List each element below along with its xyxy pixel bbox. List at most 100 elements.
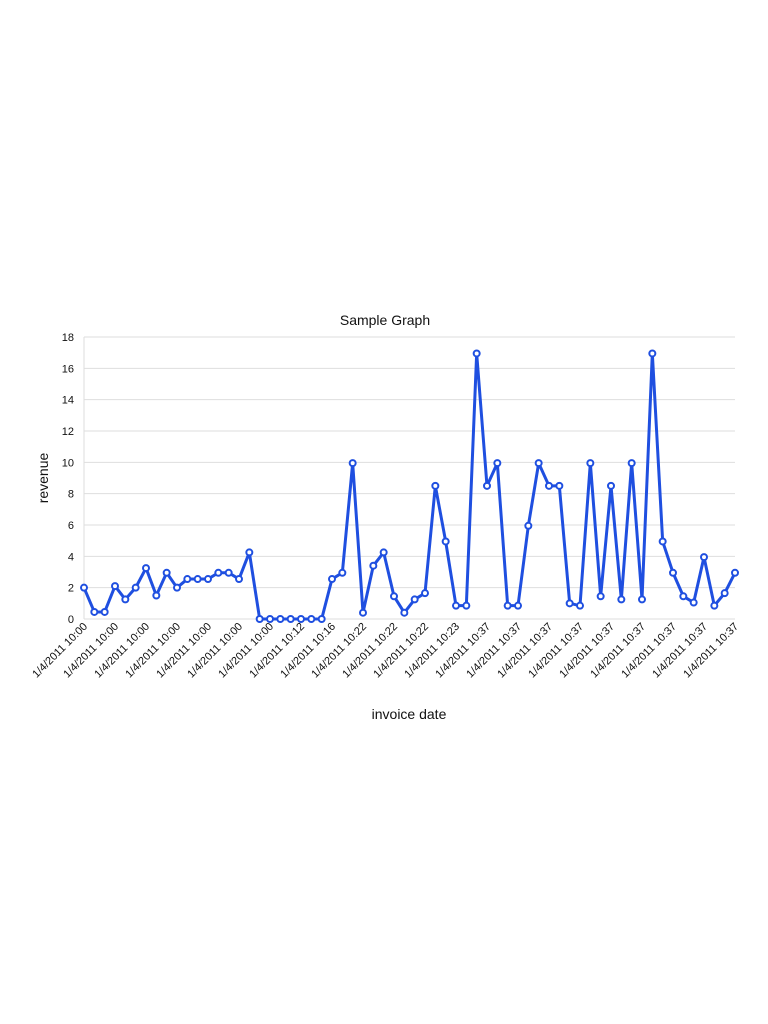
data-point	[493, 459, 502, 468]
data-point	[100, 607, 109, 616]
data-point	[441, 537, 450, 546]
data-point	[379, 548, 388, 557]
data-point	[462, 601, 471, 610]
data-point	[710, 601, 719, 610]
x-tick-label: 1/4/2011 10:00	[185, 621, 245, 681]
x-tick-label: 1/4/2011 10:23	[402, 621, 462, 681]
x-tick-label: 1/4/2011 10:22	[309, 621, 369, 681]
data-point	[266, 615, 274, 623]
y-axis-ticks: 0 2 4 6 8 10 12 14 16 18	[62, 332, 74, 626]
x-tick-label: 1/4/2011 10:37	[588, 621, 648, 681]
x-tick-label: 1/4/2011 10:37	[650, 621, 710, 681]
x-tick-label: 1/4/2011 10:00	[123, 621, 183, 681]
data-point	[183, 575, 192, 584]
data-point	[483, 481, 491, 490]
x-tick-label: 1/4/2011 10:12	[247, 621, 307, 681]
data-point	[80, 583, 88, 592]
data-point	[555, 481, 564, 490]
data-point	[307, 615, 316, 623]
data-point	[503, 601, 512, 610]
data-point	[658, 537, 667, 546]
data-point	[111, 582, 119, 591]
data-point	[731, 568, 739, 577]
x-tick-label: 1/4/2011 10:00	[61, 621, 121, 681]
data-point	[131, 583, 140, 592]
data-point	[689, 598, 698, 607]
x-tick-label: 1/4/2011 10:16	[278, 621, 338, 681]
data-point	[452, 601, 460, 610]
data-point	[162, 568, 171, 577]
data-point	[596, 592, 605, 601]
data-point	[121, 595, 130, 604]
y-tick-label: 0	[68, 614, 74, 626]
data-point	[421, 589, 429, 598]
data-point	[472, 349, 481, 358]
x-tick-label: 1/4/2011 10:00	[30, 621, 90, 681]
data-point	[545, 481, 553, 490]
y-axis-label: revenue	[35, 452, 51, 503]
data-point	[369, 561, 378, 570]
data-point	[297, 615, 305, 623]
data-point	[328, 575, 336, 584]
data-point	[410, 595, 419, 604]
y-tick-label: 16	[62, 363, 74, 375]
x-axis-label: invoice date	[372, 706, 447, 722]
data-point	[173, 583, 181, 592]
x-tick-label: 1/4/2011 10:37	[526, 621, 586, 681]
x-tick-label: 1/4/2011 10:00	[154, 621, 214, 681]
data-point	[255, 615, 264, 623]
y-tick-label: 4	[68, 551, 74, 563]
data-point	[338, 568, 347, 577]
data-point	[627, 459, 636, 468]
y-tick-label: 10	[62, 457, 74, 469]
chart-title: Sample Graph	[340, 312, 430, 328]
x-tick-label: 1/4/2011 10:37	[464, 621, 524, 681]
x-tick-label: 1/4/2011 10:37	[681, 621, 741, 681]
data-point	[679, 592, 688, 601]
data-point	[431, 481, 440, 490]
data-point	[286, 615, 295, 623]
data-point	[700, 553, 708, 562]
x-tick-label: 1/4/2011 10:37	[495, 621, 555, 681]
x-tick-label: 1/4/2011 10:22	[340, 621, 400, 681]
data-point	[617, 595, 626, 604]
data-point	[400, 608, 409, 617]
grid-lines	[83, 336, 735, 620]
data-point	[514, 601, 522, 610]
data-point	[359, 608, 367, 617]
x-tick-label: 1/4/2011 10:37	[557, 621, 617, 681]
y-tick-label: 2	[68, 583, 74, 595]
x-tick-label: 1/4/2011 10:37	[619, 621, 679, 681]
data-point	[348, 459, 357, 468]
data-point	[193, 575, 202, 584]
data-point	[669, 568, 677, 577]
x-tick-label: 1/4/2011 10:00	[92, 621, 152, 681]
data-point	[586, 459, 595, 468]
y-tick-label: 14	[62, 395, 74, 407]
data-point	[648, 349, 657, 358]
data-point	[214, 568, 223, 577]
y-tick-label: 18	[62, 332, 74, 344]
data-points	[80, 349, 739, 623]
data-point	[720, 589, 729, 598]
x-tick-label: 1/4/2011 10:22	[371, 621, 431, 681]
data-point	[245, 548, 254, 557]
x-axis-ticks: 1/4/2011 10:001/4/2011 10:001/4/2011 10:…	[30, 621, 741, 681]
y-tick-label: 12	[62, 426, 74, 438]
y-tick-label: 6	[68, 520, 74, 532]
data-point	[224, 568, 233, 577]
x-tick-label: 1/4/2011 10:37	[433, 621, 493, 681]
data-point	[90, 607, 99, 616]
data-point	[534, 459, 543, 468]
data-point	[524, 521, 533, 530]
data-point	[317, 615, 326, 623]
data-point	[576, 601, 584, 610]
data-point	[142, 564, 150, 573]
data-point	[607, 481, 615, 490]
data-point	[235, 575, 243, 584]
data-point	[638, 595, 646, 604]
y-tick-label: 8	[68, 489, 74, 501]
series-line	[82, 351, 737, 621]
data-point	[204, 575, 212, 584]
data-point	[390, 592, 398, 601]
